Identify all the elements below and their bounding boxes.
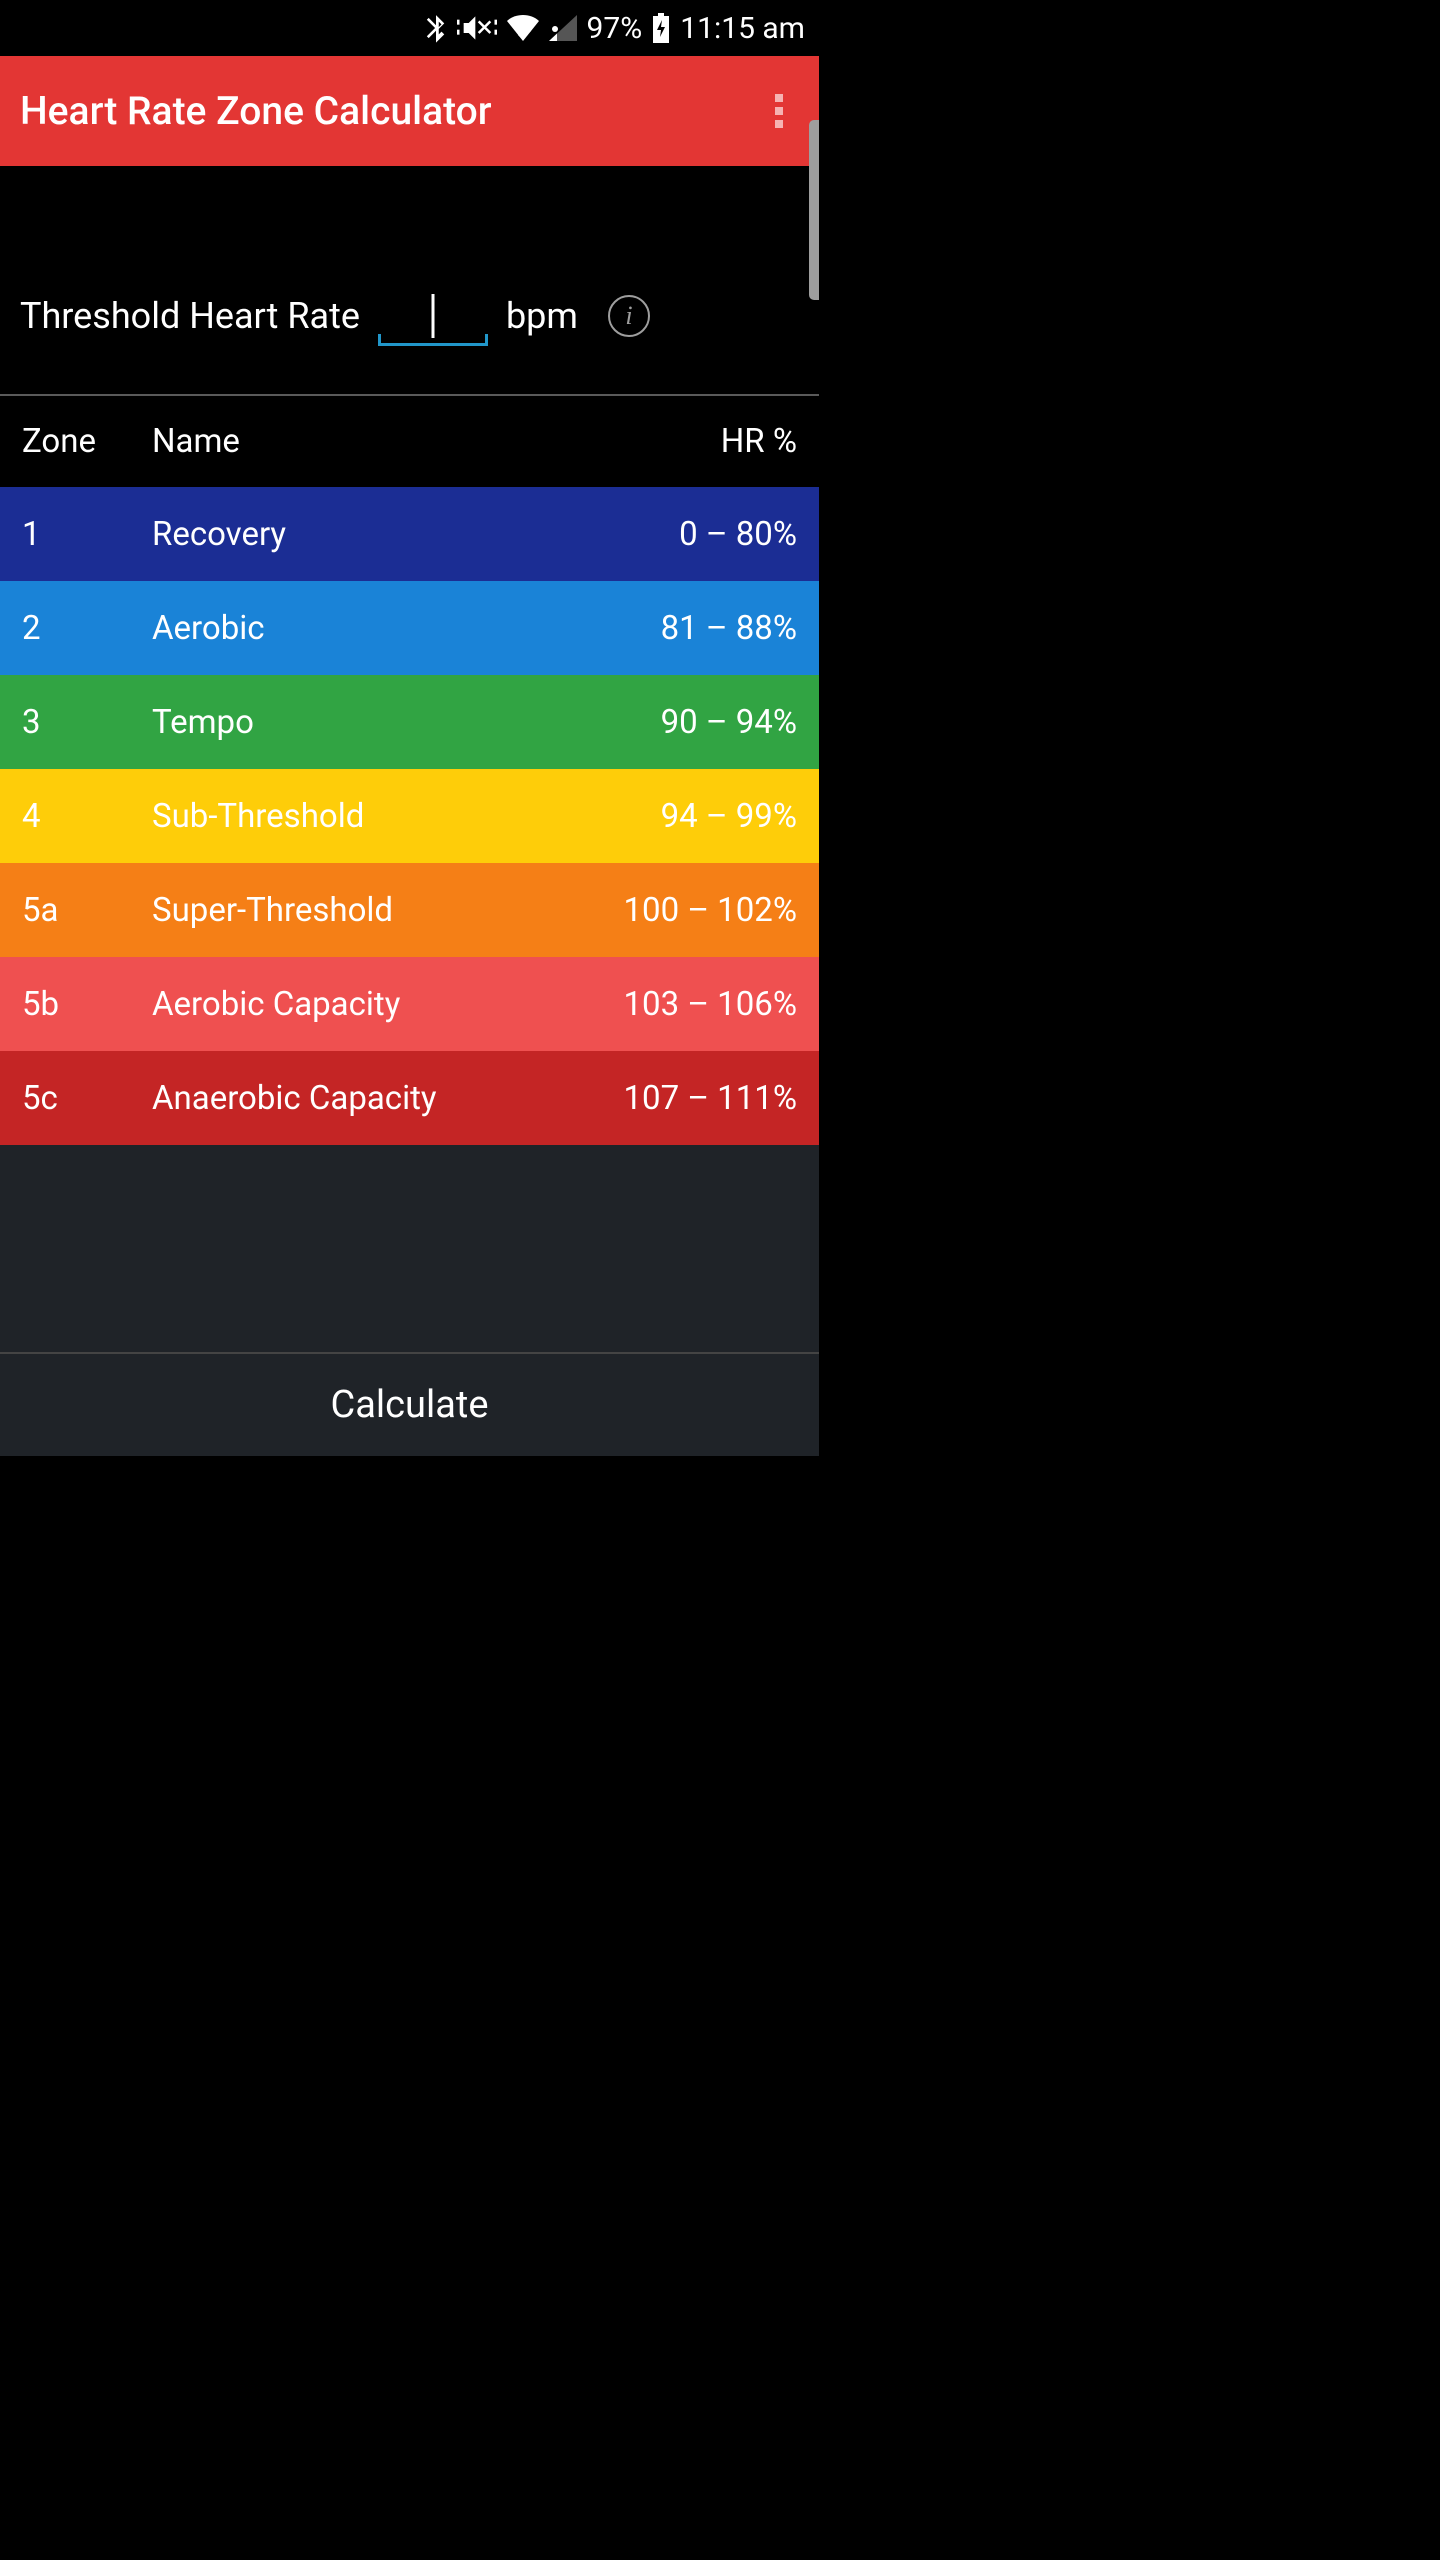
zone-name: Tempo bbox=[152, 703, 661, 742]
zone-row: 4Sub-Threshold94 – 99% bbox=[0, 769, 819, 863]
calculate-button[interactable]: Calculate bbox=[0, 1354, 819, 1456]
zone-hr-percent: 90 – 94% bbox=[661, 703, 797, 742]
zone-row: 3Tempo90 – 94% bbox=[0, 675, 819, 769]
zone-number: 5b bbox=[22, 985, 152, 1024]
zone-row: 5bAerobic Capacity103 – 106% bbox=[0, 957, 819, 1051]
zone-hr-percent: 94 – 99% bbox=[661, 797, 797, 836]
text-cursor bbox=[431, 294, 434, 338]
wifi-icon bbox=[507, 15, 539, 41]
signal-icon bbox=[549, 15, 577, 41]
zone-row: 2Aerobic81 – 88% bbox=[0, 581, 819, 675]
calculate-label: Calculate bbox=[331, 1383, 489, 1427]
zone-name: Sub-Threshold bbox=[152, 797, 661, 836]
more-vert-icon[interactable] bbox=[759, 91, 799, 131]
clock-label: 11:15 am bbox=[680, 11, 805, 46]
zone-name: Aerobic bbox=[152, 609, 661, 648]
bluetooth-icon bbox=[425, 13, 447, 43]
zone-number: 2 bbox=[22, 609, 152, 648]
zone-row: 1Recovery0 – 80% bbox=[0, 487, 819, 581]
zone-hr-percent: 100 – 102% bbox=[624, 891, 797, 930]
scroll-indicator[interactable] bbox=[809, 120, 819, 300]
zone-number: 5c bbox=[22, 1079, 152, 1118]
zone-name: Super-Threshold bbox=[152, 891, 624, 930]
bpm-unit-label: bpm bbox=[506, 295, 578, 337]
info-icon[interactable]: i bbox=[608, 295, 650, 337]
zone-hr-percent: 107 – 111% bbox=[624, 1079, 797, 1118]
zones-table-body: 1Recovery0 – 80%2Aerobic81 – 88%3Tempo90… bbox=[0, 487, 819, 1145]
zone-name: Anaerobic Capacity bbox=[152, 1079, 624, 1118]
zone-name: Recovery bbox=[152, 515, 679, 554]
zone-number: 3 bbox=[22, 703, 152, 742]
zone-number: 1 bbox=[22, 515, 152, 554]
zone-hr-percent: 103 – 106% bbox=[624, 985, 797, 1024]
header-hr: HR % bbox=[721, 422, 797, 461]
zones-table-header: Zone Name HR % bbox=[0, 396, 819, 487]
threshold-input-wrap bbox=[378, 286, 488, 346]
zone-hr-percent: 81 – 88% bbox=[661, 609, 797, 648]
screen-root: 97% 11:15 am Heart Rate Zone Calculator … bbox=[0, 0, 819, 1456]
app-title: Heart Rate Zone Calculator bbox=[20, 88, 759, 134]
threshold-section: Threshold Heart Rate bpm i bbox=[0, 166, 819, 394]
battery-charging-icon bbox=[652, 13, 670, 43]
zone-row: 5cAnaerobic Capacity107 – 111% bbox=[0, 1051, 819, 1145]
battery-percent-label: 97% bbox=[587, 11, 643, 46]
volume-mute-vibrate-icon bbox=[457, 13, 497, 43]
zone-hr-percent: 0 – 80% bbox=[679, 515, 797, 554]
threshold-label: Threshold Heart Rate bbox=[20, 295, 360, 337]
zone-row: 5aSuper-Threshold100 – 102% bbox=[0, 863, 819, 957]
zone-number: 4 bbox=[22, 797, 152, 836]
bottom-spacer bbox=[0, 1145, 819, 1352]
header-zone: Zone bbox=[22, 422, 152, 461]
status-bar: 97% 11:15 am bbox=[0, 0, 819, 56]
app-bar: Heart Rate Zone Calculator bbox=[0, 56, 819, 166]
zone-name: Aerobic Capacity bbox=[152, 985, 624, 1024]
header-name: Name bbox=[152, 422, 721, 461]
zone-number: 5a bbox=[22, 891, 152, 930]
